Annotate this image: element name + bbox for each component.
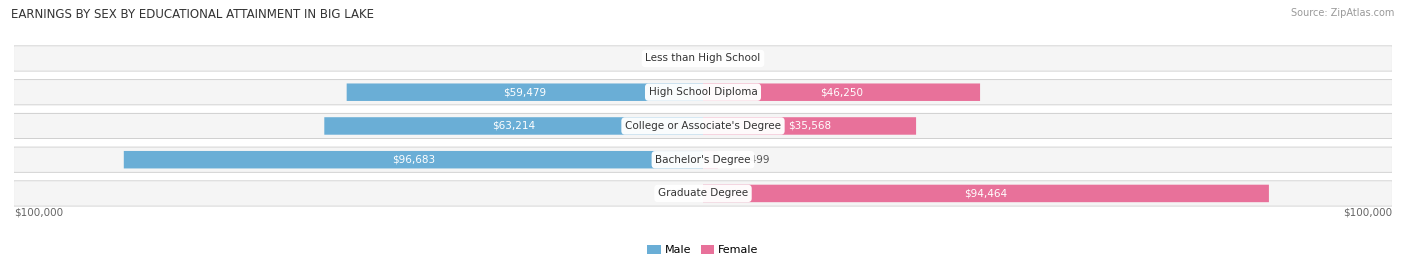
FancyBboxPatch shape — [14, 46, 1392, 71]
FancyBboxPatch shape — [703, 151, 718, 169]
FancyBboxPatch shape — [347, 83, 703, 101]
FancyBboxPatch shape — [703, 83, 980, 101]
Text: Source: ZipAtlas.com: Source: ZipAtlas.com — [1291, 8, 1395, 18]
FancyBboxPatch shape — [14, 80, 1392, 105]
Text: $0: $0 — [669, 188, 682, 198]
Text: $100,000: $100,000 — [1343, 208, 1392, 218]
Text: $46,250: $46,250 — [820, 87, 863, 97]
FancyBboxPatch shape — [703, 117, 917, 135]
Text: $63,214: $63,214 — [492, 121, 536, 131]
FancyBboxPatch shape — [14, 80, 1392, 104]
Text: High School Diploma: High School Diploma — [648, 87, 758, 97]
FancyBboxPatch shape — [14, 148, 1392, 172]
FancyBboxPatch shape — [124, 151, 703, 169]
FancyBboxPatch shape — [14, 114, 1392, 138]
Text: $0: $0 — [724, 54, 737, 64]
Text: $59,479: $59,479 — [503, 87, 547, 97]
FancyBboxPatch shape — [703, 185, 1268, 202]
Text: Less than High School: Less than High School — [645, 54, 761, 64]
Text: EARNINGS BY SEX BY EDUCATIONAL ATTAINMENT IN BIG LAKE: EARNINGS BY SEX BY EDUCATIONAL ATTAINMEN… — [11, 8, 374, 21]
Text: Bachelor's Degree: Bachelor's Degree — [655, 155, 751, 165]
FancyBboxPatch shape — [14, 113, 1392, 139]
Text: College or Associate's Degree: College or Associate's Degree — [626, 121, 780, 131]
Text: $94,464: $94,464 — [965, 188, 1008, 198]
Text: $100,000: $100,000 — [14, 208, 63, 218]
Text: $2,499: $2,499 — [733, 155, 769, 165]
Text: $0: $0 — [669, 54, 682, 64]
FancyBboxPatch shape — [14, 181, 1392, 206]
Text: $96,683: $96,683 — [392, 155, 434, 165]
FancyBboxPatch shape — [14, 147, 1392, 172]
FancyBboxPatch shape — [14, 46, 1392, 71]
FancyBboxPatch shape — [325, 117, 703, 135]
Text: $35,568: $35,568 — [787, 121, 831, 131]
Text: Graduate Degree: Graduate Degree — [658, 188, 748, 198]
Legend: Male, Female: Male, Female — [647, 245, 759, 255]
FancyBboxPatch shape — [14, 181, 1392, 206]
